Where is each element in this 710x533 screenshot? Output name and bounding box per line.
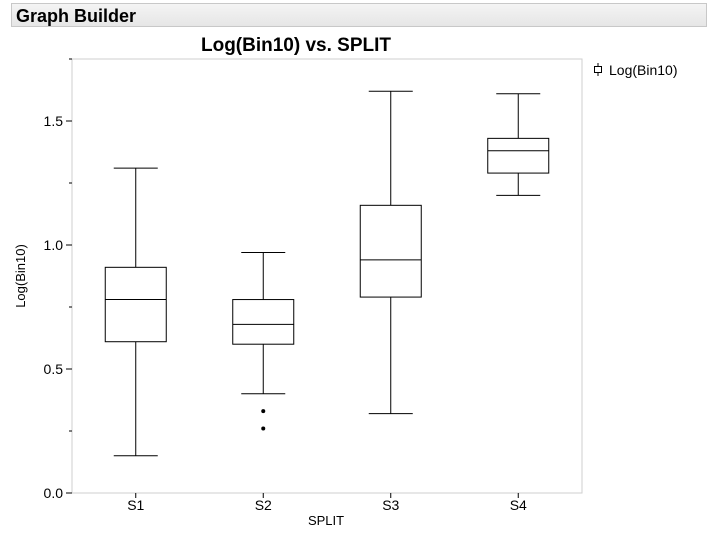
- boxplot-legend-icon: [594, 63, 602, 76]
- graph-builder-header: Graph Builder: [11, 3, 707, 27]
- outlier-point: [261, 426, 266, 431]
- graph-builder-title: Graph Builder: [16, 6, 137, 26]
- plot-frame: [71, 58, 583, 494]
- legend: Log(Bin10): [594, 62, 678, 78]
- iqr-box: [104, 266, 167, 343]
- legend-label: Log(Bin10): [609, 62, 678, 78]
- y-tick-label: 1.0: [44, 237, 64, 253]
- iqr-box: [359, 204, 422, 298]
- iqr-box: [487, 137, 550, 174]
- box-s4: [487, 93, 550, 196]
- y-axis-label: Log(Bin10): [13, 244, 28, 308]
- x-tick-label: S1: [127, 497, 144, 513]
- box-s3: [359, 90, 422, 415]
- box-s1: [104, 167, 167, 457]
- boxes: [104, 90, 550, 457]
- iqr-box: [232, 299, 295, 345]
- chart-title: Log(Bin10) vs. SPLIT: [201, 35, 391, 56]
- x-tick-label: S4: [510, 497, 527, 513]
- axes: 0.0 0.5 1.0 1.5 S1 S2 S3 S4: [44, 58, 527, 513]
- x-axis-label: SPLIT: [308, 513, 344, 528]
- x-tick-label: S2: [255, 497, 272, 513]
- outlier-point: [261, 409, 266, 414]
- y-tick-label: 1.5: [44, 113, 64, 129]
- x-tick-label: S3: [382, 497, 399, 513]
- box-s2: [232, 251, 295, 431]
- y-tick-label: 0.5: [44, 361, 64, 377]
- y-tick-label: 0.0: [44, 485, 64, 501]
